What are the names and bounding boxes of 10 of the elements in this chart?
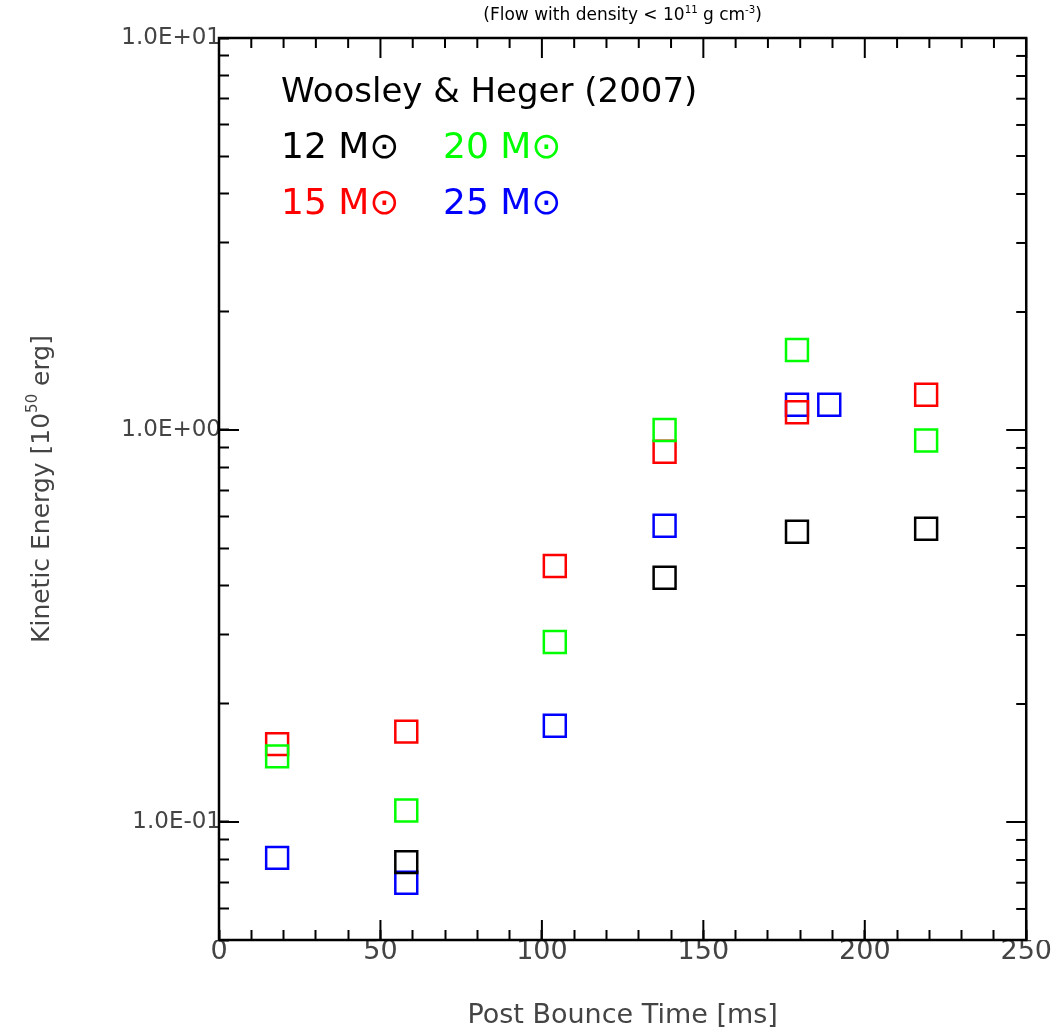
y-tick-label: 1.0E+01: [121, 22, 221, 49]
y-tick-label: 1.0E-01: [132, 806, 221, 833]
y-axis-title: Kinetic Energy [1050 erg]: [23, 335, 55, 643]
text: 12 M⊙: [281, 125, 400, 167]
text: 15 M⊙: [281, 181, 400, 223]
text: 20 M⊙: [443, 125, 562, 167]
y-tick-label: 1.0E+00: [121, 414, 221, 441]
legend-title: Woosley & Heger (2007): [281, 69, 698, 110]
text: 25 M⊙: [443, 181, 562, 223]
x-axis-title: Post Bounce Time [ms]: [467, 997, 778, 1029]
